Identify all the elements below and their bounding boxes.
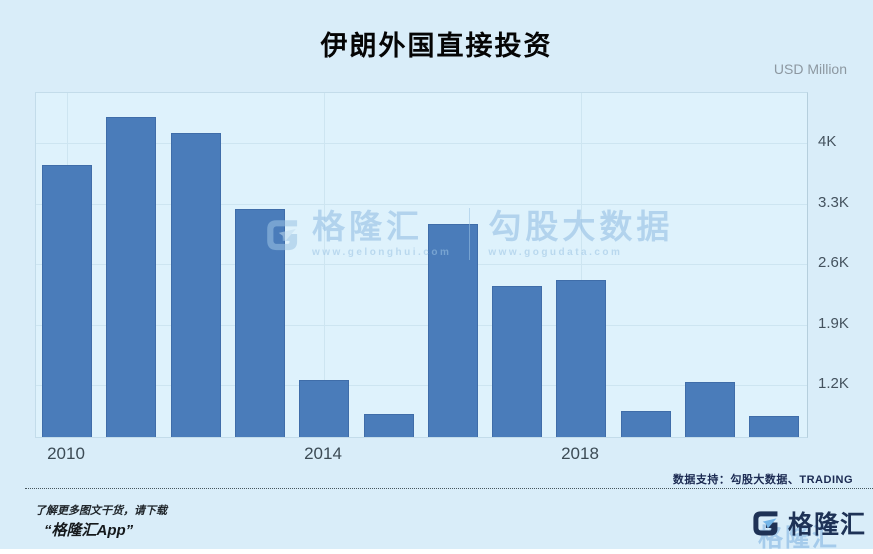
bar-2018	[556, 280, 606, 437]
horizontal-gridline-1.2K	[36, 385, 807, 386]
data-source-note: 数据支持：勾股大数据、TRADING	[672, 474, 853, 486]
bar-2011	[106, 117, 156, 437]
promo-text-line2: “格隆汇App”	[44, 522, 134, 539]
x-axis-tick-label-2018: 2018	[561, 444, 599, 463]
bar-2015	[364, 414, 414, 437]
brand-logo-text: 格隆汇	[788, 510, 867, 539]
bar-2017	[492, 286, 542, 437]
gelonghui-logo-icon	[753, 511, 778, 536]
bar-2019	[621, 411, 671, 437]
promo-text-line1: 了解更多图文干货，请下载	[35, 505, 167, 517]
bar-2020	[685, 382, 735, 437]
vertical-gridline-2014	[324, 93, 325, 437]
horizontal-gridline-4K	[36, 143, 807, 144]
y-axis-tick-label-1.9K: 1.9K	[818, 315, 849, 332]
vertical-gridline-2018	[581, 93, 582, 437]
horizontal-gridline-3.3K	[36, 204, 807, 205]
bar-2012	[171, 133, 221, 437]
y-axis-tick-label-1.2K: 1.2K	[818, 375, 849, 392]
brand-logo: 格隆汇	[746, 504, 866, 541]
bar-2014	[299, 380, 349, 437]
chart-title: 伊朗外国直接投资	[320, 31, 553, 61]
y-axis-tick-label-3.3K: 3.3K	[818, 194, 849, 211]
horizontal-gridline-2.6K	[36, 264, 807, 265]
bar-2013	[235, 209, 285, 437]
x-axis-tick-label-2010: 2010	[47, 444, 85, 463]
ghost-logo-text: 格隆汇	[758, 524, 840, 552]
ghost-logo-watermark: 格隆汇	[758, 518, 839, 554]
plot-area	[35, 92, 808, 438]
y-axis-tick-label-2.6K: 2.6K	[818, 254, 849, 271]
x-axis-tick-label-2014: 2014	[304, 444, 342, 463]
footer-divider	[25, 488, 873, 489]
bar-2016	[428, 224, 478, 437]
y-axis-tick-label-4K: 4K	[818, 133, 837, 150]
bar-2010	[42, 165, 92, 437]
bar-2021	[749, 416, 799, 437]
horizontal-gridline-1.9K	[36, 325, 807, 326]
y-axis-unit-label: USD Million	[773, 61, 847, 77]
